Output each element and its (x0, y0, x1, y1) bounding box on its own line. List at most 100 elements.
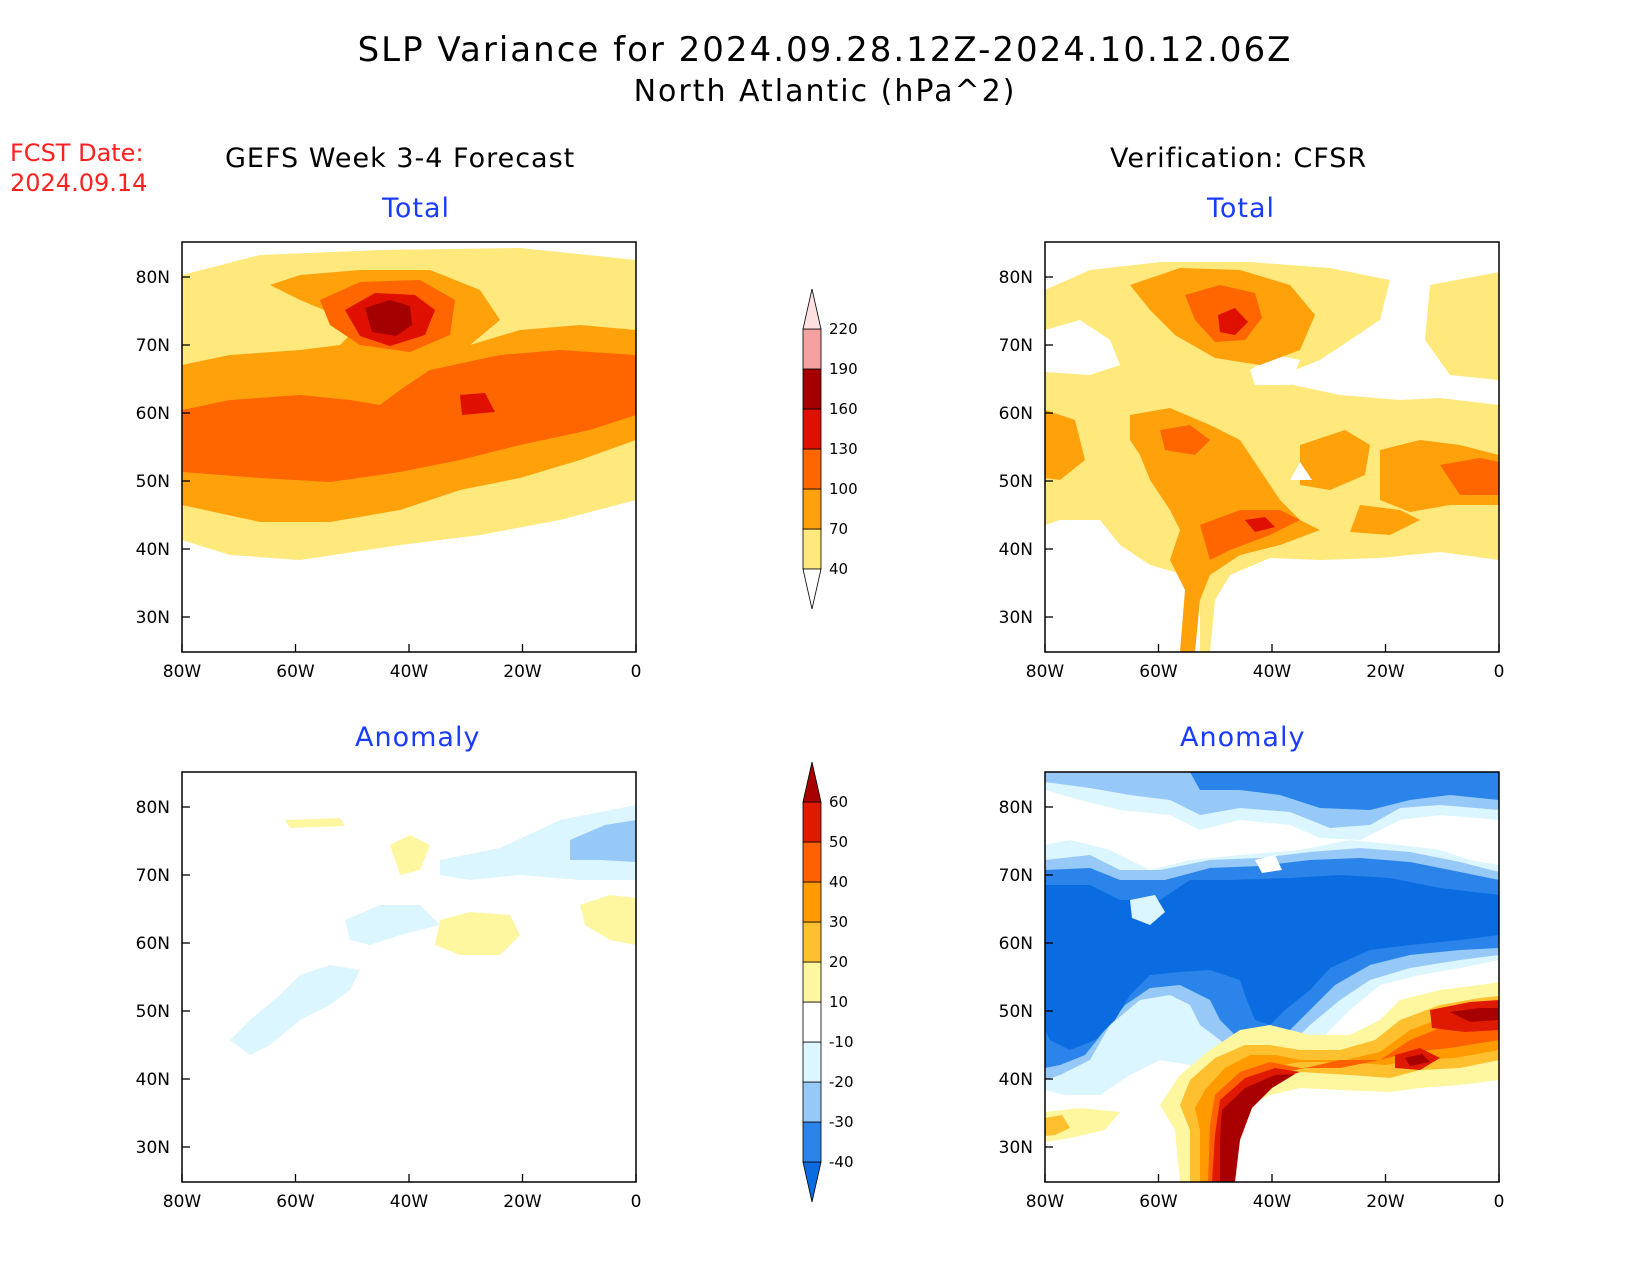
fcst-date-label: FCST Date: (10, 139, 144, 167)
lon-label: 0 (631, 1192, 642, 1212)
lat-label: 80N (999, 798, 1033, 818)
lat-label: 80N (136, 268, 170, 288)
lat-label: 80N (999, 268, 1033, 288)
lon-label: 20W (1366, 1192, 1405, 1212)
colorbar-total-label: 220 (829, 320, 858, 338)
colorbar-total-box (802, 408, 822, 450)
colorbar-total-box (802, 448, 822, 490)
fcst-date-block: FCST Date: 2024.09.14 (10, 138, 147, 198)
lat-label: 40N (999, 1070, 1033, 1090)
shading-layer (230, 805, 636, 1055)
colorbar-anomaly-box (802, 841, 822, 883)
lat-label: 70N (136, 336, 170, 356)
fcst-date-value: 2024.09.14 (10, 169, 148, 197)
colorbar-total-label: 100 (829, 480, 858, 498)
lat-label: 50N (999, 472, 1033, 492)
lon-label: 0 (1494, 662, 1505, 682)
forecast-column-title: GEFS Week 3-4 Forecast (225, 143, 576, 174)
colorbar-total-box (802, 368, 822, 410)
lat-label: 70N (999, 336, 1033, 356)
colorbar-anomaly-box (802, 1081, 822, 1123)
colorbar-anomaly-label: 40 (829, 873, 848, 891)
lon-label: 60W (1139, 662, 1178, 682)
colorbar-anomaly-box (802, 1001, 822, 1043)
lon-label: 40W (1253, 1192, 1292, 1212)
colorbar-anomaly-label: 50 (829, 833, 848, 851)
colorbar-anomaly-label: 60 (829, 793, 848, 811)
lat-label: 70N (136, 866, 170, 886)
main-title: SLP Variance for 2024.09.28.12Z-2024.10.… (357, 30, 1293, 70)
lon-label: 60W (276, 662, 315, 682)
lon-label: 20W (1366, 662, 1405, 682)
lat-label: 50N (999, 1002, 1033, 1022)
lat-label: 80N (136, 798, 170, 818)
panel-title-anomaly-forecast: Anomaly (355, 722, 481, 753)
lat-label: 60N (999, 934, 1033, 954)
colorbar-total-label: 70 (829, 520, 848, 538)
colorbar-anomaly-box (802, 1121, 822, 1163)
main-subtitle: North Atlantic (hPa^2) (633, 74, 1017, 109)
colorbar-total-label: 130 (829, 440, 858, 458)
shading-layer (1045, 772, 1499, 1182)
lon-label: 40W (1253, 662, 1292, 682)
colorbar-anomaly-label: 30 (829, 913, 848, 931)
map-anomaly-forecast (182, 772, 636, 1182)
lat-label: 30N (999, 608, 1033, 628)
map-anomaly-verification (1045, 772, 1499, 1182)
shading-layer (1045, 262, 1499, 652)
colorbar-anomaly-box (802, 881, 822, 923)
lat-label: 30N (136, 608, 170, 628)
verification-column-title: Verification: CFSR (1110, 143, 1368, 174)
lon-label: 60W (276, 1192, 315, 1212)
panel-title-total-verification: Total (1207, 193, 1276, 224)
lat-label: 40N (136, 540, 170, 560)
lat-label: 50N (136, 1002, 170, 1022)
map-total-forecast (182, 242, 636, 652)
colorbar-anomaly-bottom-arrow (802, 1161, 822, 1203)
lon-label: 60W (1139, 1192, 1178, 1212)
colorbar-anomaly-box (802, 961, 822, 1003)
lon-label: 40W (390, 662, 429, 682)
colorbar-total-label: 40 (829, 560, 848, 578)
colorbar-total-label: 160 (829, 400, 858, 418)
map-total-verification (1045, 242, 1499, 652)
lat-label: 30N (136, 1138, 170, 1158)
lat-label: 70N (999, 866, 1033, 886)
axes-layer: 80N 70N 60N 50N 40N 30N 80W 60W 40W 20W 0 80N 70N 60N… (136, 268, 1505, 1212)
lat-label: 50N (136, 472, 170, 492)
colorbar-total-bottom-arrow (802, 568, 822, 610)
colorbar-anomaly-label: -10 (829, 1033, 854, 1051)
colorbar-anomaly-label: -20 (829, 1073, 854, 1091)
lon-label: 0 (1494, 1192, 1505, 1212)
lat-label: 30N (999, 1138, 1033, 1158)
colorbar-anomaly-top-arrow (802, 761, 822, 803)
colorbar-anomaly-box (802, 921, 822, 963)
lat-label: 60N (999, 404, 1033, 424)
colorbar-total-box (802, 528, 822, 570)
colorbar-anomaly-label: -40 (829, 1153, 854, 1171)
lon-label: 40W (390, 1192, 429, 1212)
shading-layer (182, 248, 636, 560)
colorbar-total-box (802, 488, 822, 530)
lon-label: 80W (163, 1192, 202, 1212)
lat-label: 60N (136, 934, 170, 954)
colorbar-anomaly: -40 -30 -20 -10 10 20 30 40 50 60 (802, 761, 854, 1203)
lat-label: 40N (136, 1070, 170, 1090)
colorbar-anomaly-label: 20 (829, 953, 848, 971)
colorbar-anomaly-box (802, 1041, 822, 1083)
lon-label: 20W (503, 662, 542, 682)
colorbar-anomaly-label: 10 (829, 993, 848, 1011)
lon-label: 80W (163, 662, 202, 682)
panel-title-anomaly-verification: Anomaly (1180, 722, 1306, 753)
colorbar-total-label: 190 (829, 360, 858, 378)
lat-label: 60N (136, 404, 170, 424)
colorbar-total-top-arrow (802, 288, 822, 330)
colorbar-total-box (802, 328, 822, 370)
colorbar-total: 40 70 100 130 160 190 220 (802, 288, 858, 610)
lon-label: 20W (503, 1192, 542, 1212)
colorbar-anomaly-label: -30 (829, 1113, 854, 1131)
lon-label: 80W (1026, 1192, 1065, 1212)
panel-title-total-forecast: Total (382, 193, 451, 224)
lat-label: 40N (999, 540, 1033, 560)
